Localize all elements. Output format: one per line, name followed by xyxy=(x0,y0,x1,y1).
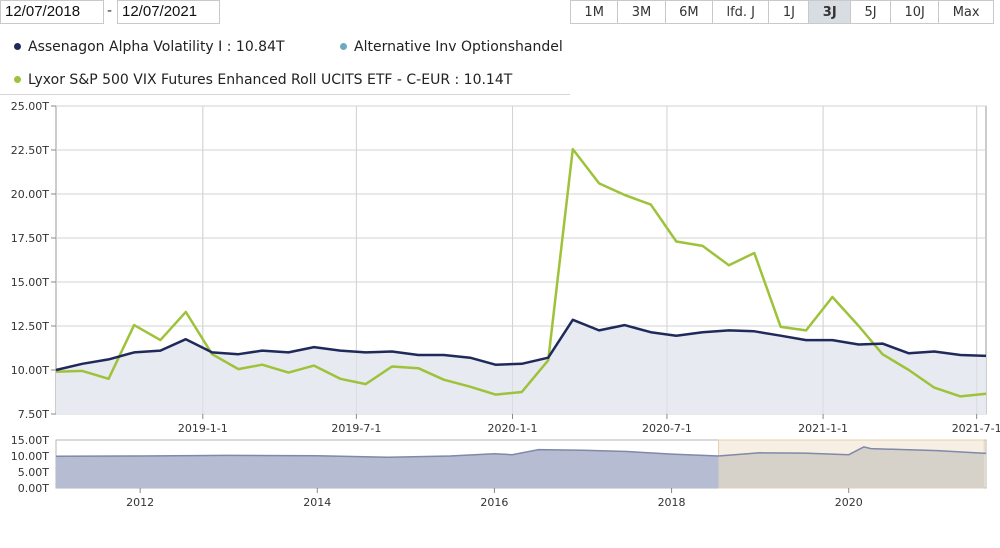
navigator-x-tick-label: 2018 xyxy=(658,496,686,509)
navigator-x-tick-label: 2020 xyxy=(835,496,863,509)
legend-marker-icon xyxy=(340,42,347,50)
y-tick-label: 17.50T xyxy=(11,232,49,245)
x-tick-label: 2020-7-1 xyxy=(642,422,692,435)
y-tick-label: 25.00T xyxy=(11,100,49,113)
legend-label: Assenagon Alpha Volatility I : 10.84T xyxy=(28,39,285,55)
legend-label: Alternative Inv Optionshandel xyxy=(354,39,563,55)
legend-item-alternative-inv[interactable]: Alternative Inv Optionshandel xyxy=(340,39,563,55)
y-tick-label: 20.00T xyxy=(11,188,49,201)
price-chart: 7.50T 10.00T 12.50T 15.00T 17.50T 20.00T 22.50… xyxy=(11,100,1000,509)
navigator-area-outside xyxy=(56,449,719,488)
legend-divider xyxy=(0,94,570,95)
range-button-max[interactable]: Max xyxy=(939,1,994,23)
series-line-lyxor xyxy=(55,147,987,398)
range-button-3j[interactable]: 3J xyxy=(809,1,852,23)
series-area-assenagon xyxy=(56,319,986,414)
series-line-assenagon xyxy=(55,318,987,372)
range-button-3m[interactable]: 3M xyxy=(618,1,666,23)
range-button-10j[interactable]: 10J xyxy=(891,1,940,23)
navigator-y-tick-label: 15.00T xyxy=(11,434,49,447)
navigator-y-tick-label: 0.00T xyxy=(18,482,49,495)
main-plot[interactable]: 7.50T 10.00T 12.50T 15.00T 17.50T 20.00T 22.50… xyxy=(11,100,1000,435)
y-tick-label: 7.50T xyxy=(18,408,49,421)
y-tick-label: 22.50T xyxy=(11,144,49,157)
x-tick-label: 2020-1-1 xyxy=(488,422,538,435)
navigator-line xyxy=(55,446,987,459)
legend-marker-icon xyxy=(14,42,21,50)
legend-item-assenagon[interactable]: Assenagon Alpha Volatility I : 10.84T xyxy=(14,39,285,55)
range-button-5j[interactable]: 5J xyxy=(851,1,892,23)
x-tick-label: 2019-7-1 xyxy=(331,422,381,435)
navigator-x-tick-label: 2014 xyxy=(303,496,331,509)
navigator-plot[interactable]: 0.00T 5.00T 10.00T 15.00T 2012 2014 2016 2018 20… xyxy=(11,434,987,509)
x-tick-label: 2021-1-1 xyxy=(798,422,848,435)
range-button-1j[interactable]: 1J xyxy=(769,1,810,23)
navigator-y-tick-label: 10.00T xyxy=(11,450,49,463)
range-button-1m[interactable]: 1M xyxy=(571,1,619,23)
range-button-6m[interactable]: 6M xyxy=(665,1,714,23)
date-range-to[interactable]: 12/07/2021 xyxy=(117,0,220,24)
legend-label: Lyxor S&P 500 VIX Futures Enhanced Roll … xyxy=(28,72,513,88)
date-range-from[interactable]: 12/07/2018 xyxy=(0,0,104,24)
range-selector: 1M 3M 6M lfd. J 1J 3J 5J 10J Max xyxy=(570,0,994,24)
y-tick-label: 10.00T xyxy=(11,364,49,377)
navigator-area-selected xyxy=(718,446,985,488)
navigator-x-tick-label: 2016 xyxy=(480,496,508,509)
y-tick-label: 15.00T xyxy=(11,276,49,289)
navigator-y-tick-label: 5.00T xyxy=(18,466,49,479)
x-tick-label: 2021-7-1 xyxy=(952,422,1000,435)
legend-item-lyxor[interactable]: Lyxor S&P 500 VIX Futures Enhanced Roll … xyxy=(14,72,512,88)
date-range-separator: - xyxy=(107,2,112,19)
y-tick-label: 12.50T xyxy=(11,320,49,333)
legend-marker-icon xyxy=(14,75,21,83)
navigator-x-tick-label: 2012 xyxy=(126,496,154,509)
range-button-ytd[interactable]: lfd. J xyxy=(713,1,770,23)
x-tick-label: 2019-1-1 xyxy=(178,422,228,435)
